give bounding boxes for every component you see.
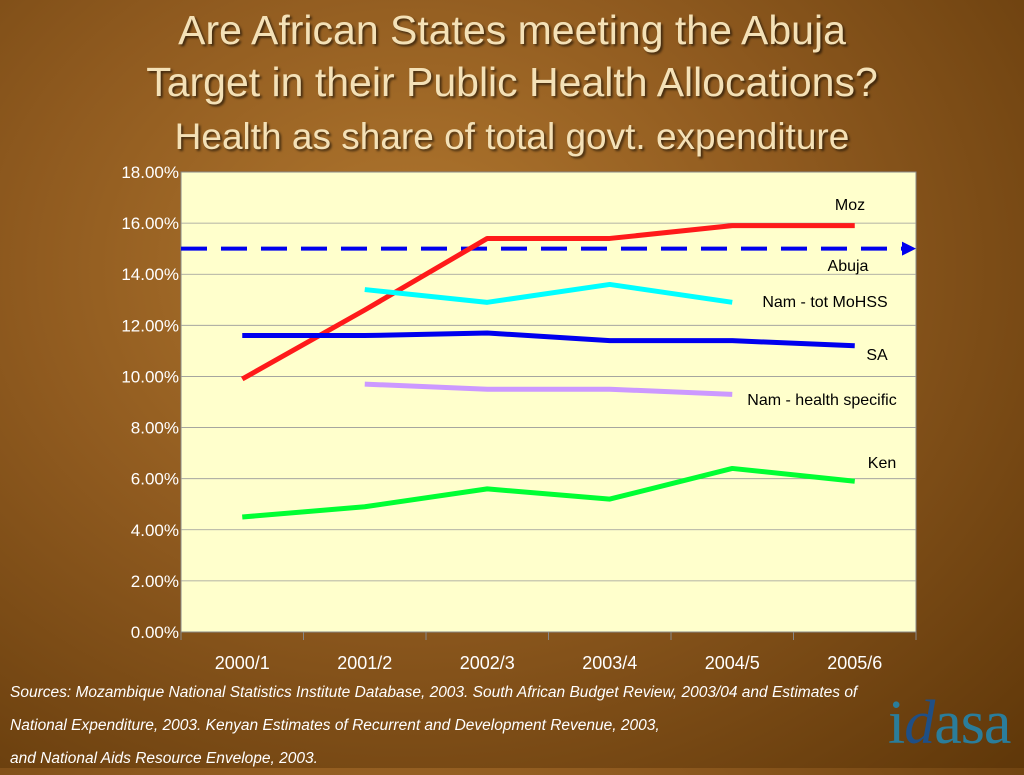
idasa-logo: idasa bbox=[888, 689, 1011, 757]
y-tick-label: 10.00% bbox=[121, 367, 179, 386]
x-tick-label: 2000/1 bbox=[215, 653, 270, 673]
y-tick-label: 14.00% bbox=[121, 265, 179, 284]
logo-part-2: d bbox=[904, 689, 935, 757]
sources-note: Sources: Mozambique National Statistics … bbox=[10, 676, 1020, 775]
series-group bbox=[181, 223, 916, 520]
gridlines bbox=[181, 222, 916, 582]
y-tick-label: 2.00% bbox=[131, 572, 179, 591]
line-chart: 0.00% 2.00% 4.00% 6.00% 8.00% 10.00% 12.00% 14.… bbox=[121, 163, 917, 673]
series-line-nam_tot bbox=[364, 281, 733, 305]
abuja-arrow-head bbox=[902, 241, 916, 256]
series-labels: Moz Nam - tot MoHSS SA Nam - health specifi… bbox=[747, 197, 896, 472]
sources-line-1: Sources: Mozambique National Statistics … bbox=[10, 684, 858, 701]
y-tick-label: 8.00% bbox=[131, 419, 179, 438]
series-label-moz: Moz bbox=[835, 197, 865, 214]
y-tick-label: 18.00% bbox=[121, 163, 179, 182]
series-label-sa: SA bbox=[866, 347, 888, 364]
logo-part-3: asa bbox=[934, 689, 1011, 757]
series-label-nam_tot: Nam - tot MoHSS bbox=[762, 294, 887, 311]
x-tick-label: 2002/3 bbox=[460, 653, 515, 673]
x-axis: 2000/1 2001/2 2002/3 2003/4 2004/5 2005/6 bbox=[180, 632, 917, 673]
chart-title-line-1: Are African States meeting the Abuja bbox=[178, 7, 846, 53]
y-axis: 0.00% 2.00% 4.00% 6.00% 8.00% 10.00% 12.00% 14.… bbox=[121, 163, 179, 642]
series-label-ken: Ken bbox=[868, 455, 896, 472]
x-tick-label: 2001/2 bbox=[337, 653, 392, 673]
x-tick-label: 2003/4 bbox=[582, 653, 637, 673]
chart-title-line-2: Target in their Public Health Allocation… bbox=[146, 59, 878, 105]
series-label-abuja: Abuja bbox=[828, 258, 869, 275]
logo-part-1: i bbox=[888, 689, 905, 757]
series-line-nam_health bbox=[364, 381, 733, 397]
y-tick-label: 4.00% bbox=[131, 521, 179, 540]
series-line-sa bbox=[242, 330, 855, 349]
series-label-nam_health: Nam - health specific bbox=[747, 392, 896, 409]
y-tick-label: 0.00% bbox=[131, 623, 179, 642]
chart-subtitle: Health as share of total govt. expenditu… bbox=[174, 116, 850, 157]
x-tick-label: 2004/5 bbox=[705, 653, 760, 673]
x-tick-label: 2005/6 bbox=[827, 653, 882, 673]
y-tick-label: 12.00% bbox=[121, 316, 179, 335]
series-line-ken bbox=[242, 465, 856, 520]
sources-line-2: National Expenditure, 2003. Kenyan Estim… bbox=[10, 717, 660, 734]
series-line-moz bbox=[241, 223, 855, 382]
y-tick-label: 6.00% bbox=[131, 470, 179, 489]
sources-line-3: and National Aids Resource Envelope, 200… bbox=[10, 750, 318, 767]
y-tick-label: 16.00% bbox=[121, 214, 179, 233]
